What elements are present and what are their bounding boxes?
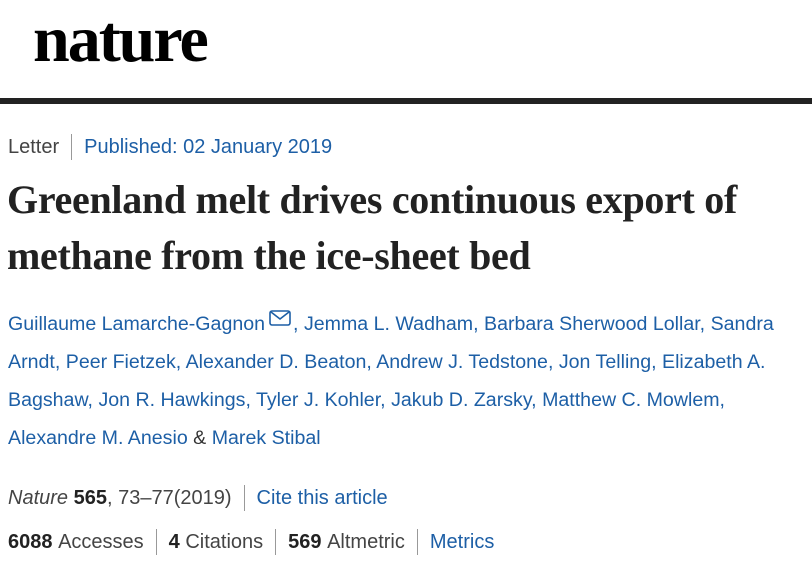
author-name[interactable]: Peer Fietzek [65,351,176,373]
separator: , [699,313,706,335]
article-meta: Letter Published: 02 January 2019 [8,134,332,160]
citations-count: 4 [168,530,180,553]
divider [71,134,73,160]
divider [275,529,277,555]
separator: , [54,351,61,373]
author-name[interactable]: Andrew J. Tedstone [376,351,548,373]
separator: , [293,313,299,335]
separator: , [366,351,372,373]
logo[interactable]: nature [33,3,209,76]
author-name[interactable]: Matthew C. Mowlem [542,389,720,411]
author-name[interactable]: Elizabeth A. Bagshaw [8,351,766,411]
separator: , [651,351,657,373]
separator: , [245,389,251,411]
separator: , [547,351,554,373]
cite-link[interactable]: Cite this article [256,486,388,509]
author-name[interactable]: Guillaume Lamarche-Gagnon [8,313,266,335]
header-rule [0,98,812,104]
accesses-label: Accesses [58,530,144,553]
volume: 565 [73,486,107,509]
separator: , [175,351,182,373]
author-name[interactable]: Marek Stibal [211,427,321,449]
article-title: Greenland melt drives continuous export … [7,177,737,278]
citations-label: Citations [185,530,264,553]
altmetric-count: 569 [288,530,322,553]
citation: Nature 565 , 73–77(2019) Cite this artic… [8,485,388,511]
article-type: Letter [8,135,60,158]
author-name[interactable]: Jon Telling [558,351,652,373]
separator: , [719,389,725,411]
author-name[interactable]: Jemma L. Wadham [303,313,474,335]
metrics: 6088 Accesses 4 Citations 569 Altmetric … [8,529,494,555]
metrics-link[interactable]: Metrics [429,530,495,553]
divider [243,485,245,511]
author-list: Guillaume Lamarche-Gagnon, Jemma L. Wadh… [8,305,808,457]
separator: , [87,389,93,411]
author-name[interactable]: Alexandre M. Anesio [8,427,188,449]
divider [155,529,157,555]
author-name[interactable]: Jakub D. Zarsky [391,389,532,411]
author-name[interactable]: Sandra Arndt [8,313,774,373]
journal: Nature [8,486,69,509]
email-icon[interactable] [269,310,291,326]
citation-details: , 73–77(2019) [106,486,232,509]
author-name[interactable]: Alexander D. Beaton [185,351,367,373]
author-name[interactable]: Tyler J. Kohler [256,389,381,411]
divider [416,529,418,555]
separator: , [473,313,479,335]
author-name[interactable]: Barbara Sherwood Lollar [484,313,700,335]
separator: , [380,389,386,411]
separator: & [193,427,207,449]
published-date: Published: 02 January 2019 [84,135,333,158]
author-name[interactable]: Jon R. Hawkings [98,389,246,411]
accesses-count: 6088 [8,530,53,553]
altmetric-label: Altmetric [327,530,405,553]
separator: , [531,389,537,411]
